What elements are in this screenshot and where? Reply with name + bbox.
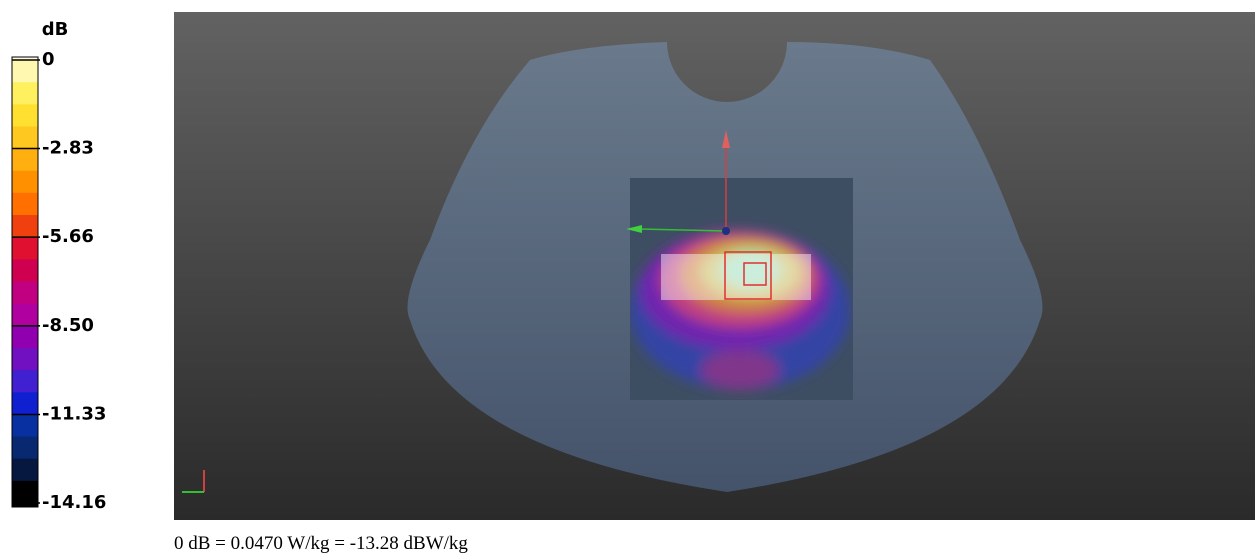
color-band	[12, 82, 38, 105]
tick-label: -14.16	[42, 492, 106, 513]
color-band	[12, 126, 38, 149]
color-band	[12, 171, 38, 194]
tick-label: 0	[42, 49, 55, 70]
tick-label: -2.83	[42, 138, 94, 159]
figure: dB 0 -2.83 -5.66 -8.50 -11.33 -14.16 0 dB = 0…	[0, 0, 1255, 556]
color-band	[12, 348, 38, 371]
color-band	[12, 149, 38, 172]
color-band	[12, 237, 38, 260]
footer-text: 0 dB = 0.0470 W/kg = -13.28 dBW/kg	[174, 533, 468, 554]
origin	[722, 227, 730, 235]
colorbar-unit: dB	[42, 19, 69, 40]
color-band	[12, 282, 38, 305]
color-band	[12, 215, 38, 238]
tick-label: -11.33	[42, 403, 106, 424]
color-band	[12, 326, 38, 349]
color-band	[12, 259, 38, 282]
color-band	[12, 459, 38, 482]
color-band	[12, 304, 38, 327]
render-view	[174, 12, 1255, 520]
color-band	[12, 104, 38, 127]
color-band	[12, 60, 38, 83]
color-band	[12, 193, 38, 216]
page: dB 0 -2.83 -5.66 -8.50 -11.33 -14.16 0 dB = 0…	[0, 0, 1255, 556]
tick-label: -8.50	[42, 315, 94, 336]
color-band	[12, 370, 38, 393]
color-band	[12, 392, 38, 415]
tick-label: -5.66	[42, 226, 94, 247]
probe-region	[661, 254, 811, 300]
color-band	[12, 414, 38, 437]
color-band	[12, 437, 38, 460]
colorbar: 0 -2.83 -5.66 -8.50 -11.33 -14.16	[12, 49, 106, 513]
